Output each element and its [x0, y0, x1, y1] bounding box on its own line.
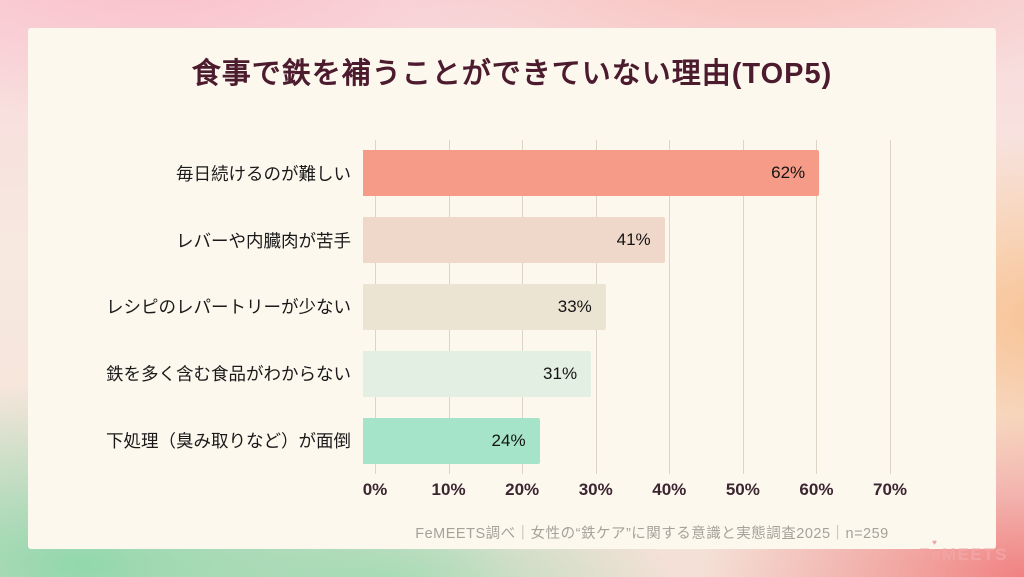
x-tick-label: 50% [725, 479, 760, 499]
bar: 41% [363, 217, 665, 264]
x-tick-label: 60% [799, 479, 834, 499]
bar: 62% [363, 150, 820, 197]
gridline [890, 140, 891, 474]
bar-row: 毎日続けるのが難しい 62% [28, 140, 996, 207]
bar: 24% [363, 417, 540, 464]
bar-row: レバーや内臓肉が苦手 41% [28, 207, 996, 274]
bar-value-label: 33% [557, 296, 592, 316]
category-label: 下処理（臭み取りなど）が面倒 [106, 431, 351, 452]
gridline [669, 140, 671, 474]
bar-value-label: 31% [543, 363, 578, 383]
logo-text: FeMEETS [919, 545, 1008, 564]
bar-track: 41% [363, 217, 878, 264]
bar-track: 62% [363, 150, 878, 197]
bar-row: レシピのレパートリーが少ない 33% [28, 274, 996, 341]
bar-value-label: 62% [771, 163, 806, 183]
heart-icon: ♥ [932, 538, 937, 547]
category-label: 毎日続けるのが難しい [176, 163, 351, 184]
bar: 31% [363, 350, 592, 397]
category-label: レシピのレパートリーが少ない [106, 297, 351, 318]
bar: 33% [363, 283, 606, 330]
bar-row: 鉄を多く含む食品がわからない 31% [28, 340, 996, 407]
bar-chart: 毎日続けるのが難しい 62% レバーや内臓肉が苦手 41% レシピのレパートリーが少ない… [28, 140, 996, 508]
x-tick-label: 30% [578, 479, 613, 499]
category-label: レバーや内臓肉が苦手 [176, 230, 351, 251]
chart-card: 食事で鉄を補うことができていない理由(TOP5) 毎日続けるのが難しい 62% レバ… [28, 28, 996, 549]
bar-track: 33% [363, 283, 878, 330]
x-tick-label: 70% [872, 479, 908, 499]
bar-track: 31% [363, 350, 878, 397]
bar-value-label: 24% [491, 430, 526, 450]
bar-value-label: 41% [616, 230, 651, 250]
gridline [742, 140, 744, 474]
x-tick-label: 40% [652, 479, 687, 499]
x-tick-label: 0% [362, 479, 388, 499]
x-tick-label: 20% [505, 479, 540, 499]
femeets-logo: ♥ FeMEETS [919, 538, 1008, 565]
gridline [816, 140, 818, 474]
bar-row: 下処理（臭み取りなど）が面倒 24% [28, 407, 996, 474]
plot-rows: 毎日続けるのが難しい 62% レバーや内臓肉が苦手 41% レシピのレパートリーが少ない… [28, 140, 996, 474]
category-label: 鉄を多く含む食品がわからない [106, 364, 351, 385]
bar-track: 24% [363, 417, 878, 464]
x-tick-label: 10% [431, 479, 466, 499]
x-axis: 0% 10% 20% 30% 40% 50% 60% 70% [363, 474, 907, 508]
chart-title: 食事で鉄を補うことができていない理由(TOP5) [191, 58, 833, 90]
source-note: FeMEETS調べ｜女性の“鉄ケア”に関する意識と実態調査2025｜n=259 [415, 526, 889, 542]
